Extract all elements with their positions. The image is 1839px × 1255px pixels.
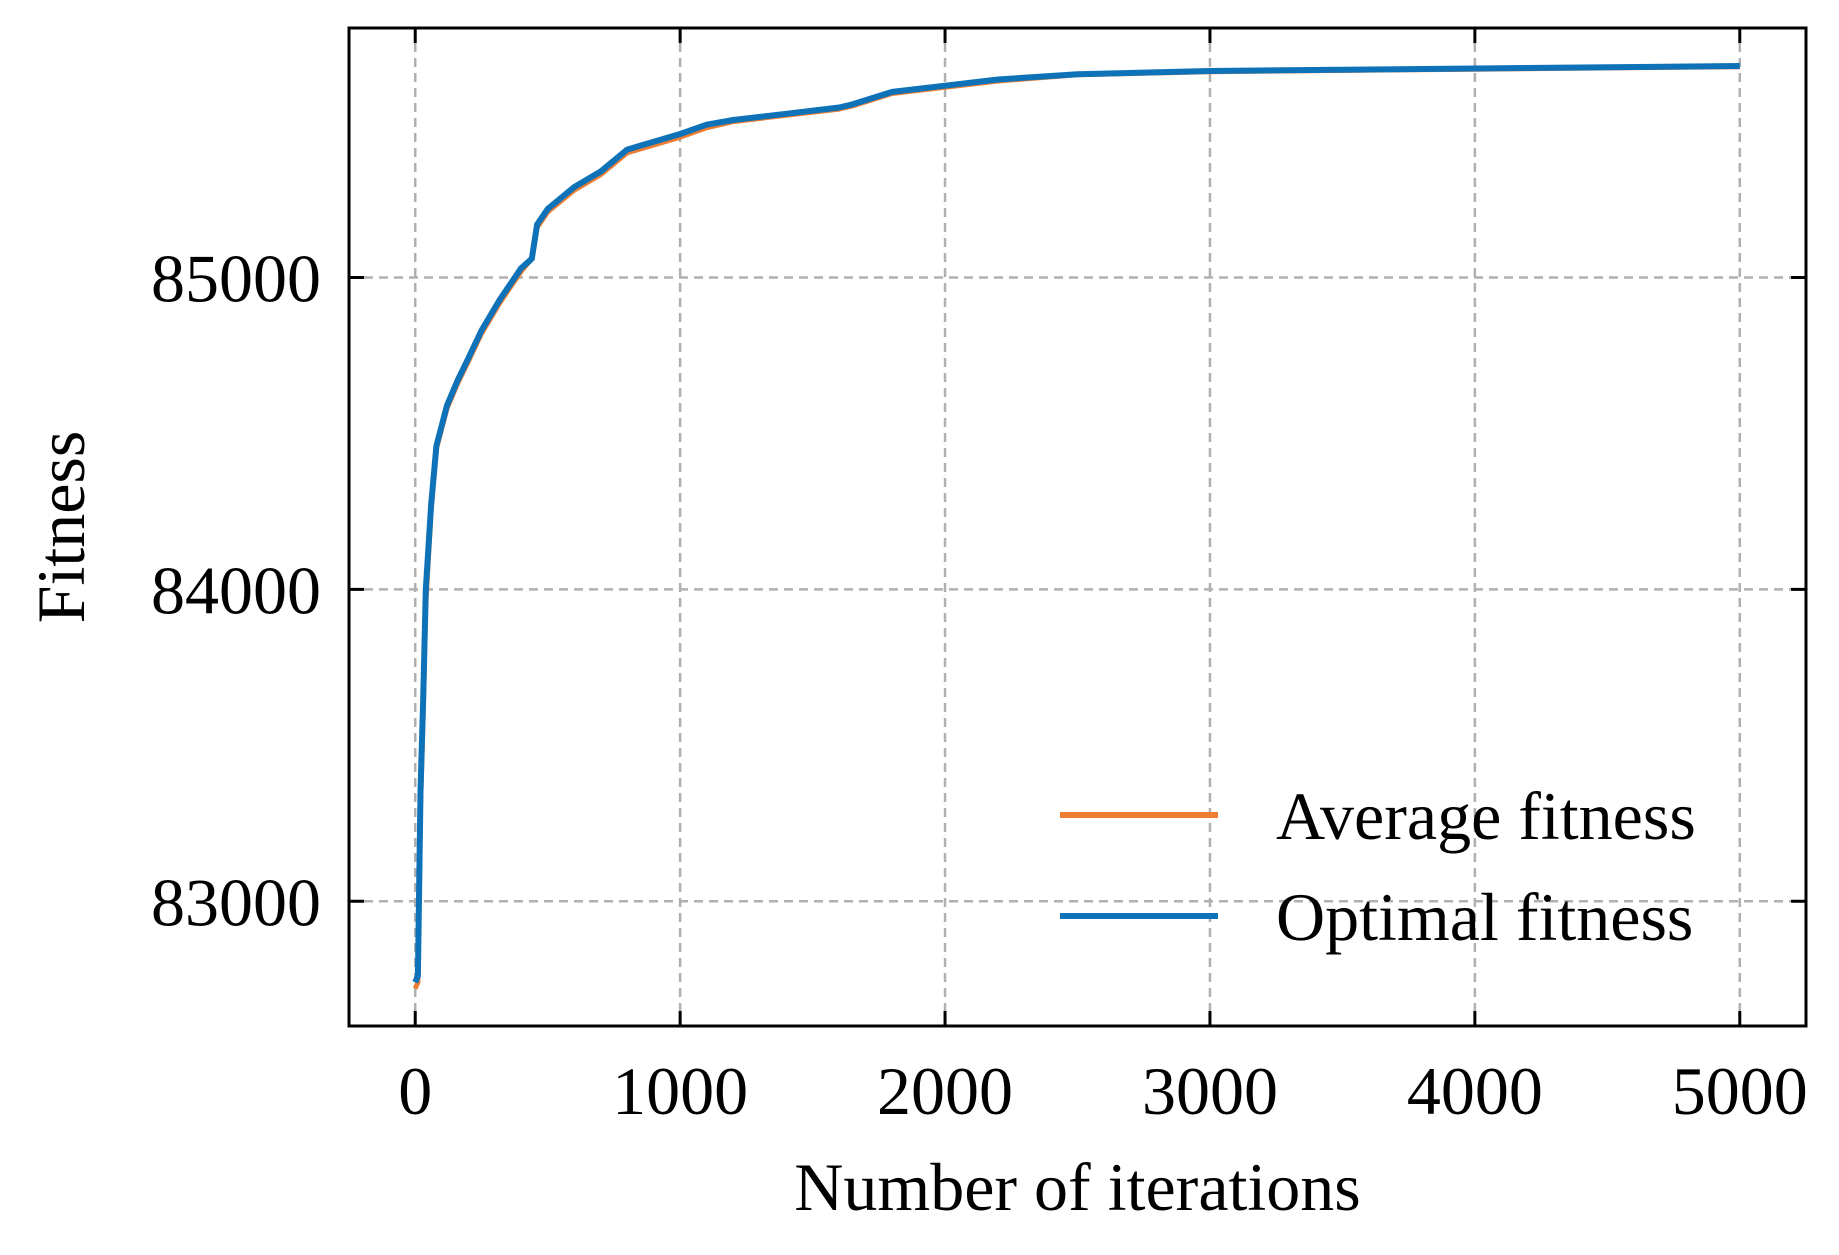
- y-tick-label: 83000: [151, 864, 321, 940]
- legend-label-optimal-fitness: Optimal fitness: [1276, 879, 1693, 955]
- legend: Average fitness Optimal fitness: [1060, 778, 1696, 955]
- y-tick-label: 85000: [151, 241, 321, 317]
- legend-label-average-fitness: Average fitness: [1276, 778, 1696, 854]
- x-tick-label: 5000: [1672, 1053, 1808, 1129]
- series-line-optimal-fitness: [412, 63, 1740, 984]
- tick-labels: 0 1000 2000 3000 4000 5000 83000 84000 85000: [151, 241, 1808, 1130]
- x-tick-label: 4000: [1407, 1053, 1543, 1129]
- y-tick-label: 84000: [151, 552, 321, 628]
- y-axis-label: Fitness: [23, 431, 99, 624]
- x-tick-label: 2000: [877, 1053, 1013, 1129]
- x-tick-label: 3000: [1142, 1053, 1278, 1129]
- x-tick-label: 1000: [612, 1053, 748, 1129]
- plot-frame: [347, 26, 1808, 1028]
- x-axis-label: Number of iterations: [794, 1149, 1361, 1225]
- series-lines: [412, 63, 1740, 990]
- axis-ticks: [349, 28, 1806, 1026]
- x-tick-label: 0: [398, 1053, 432, 1129]
- grid: [349, 28, 1806, 1026]
